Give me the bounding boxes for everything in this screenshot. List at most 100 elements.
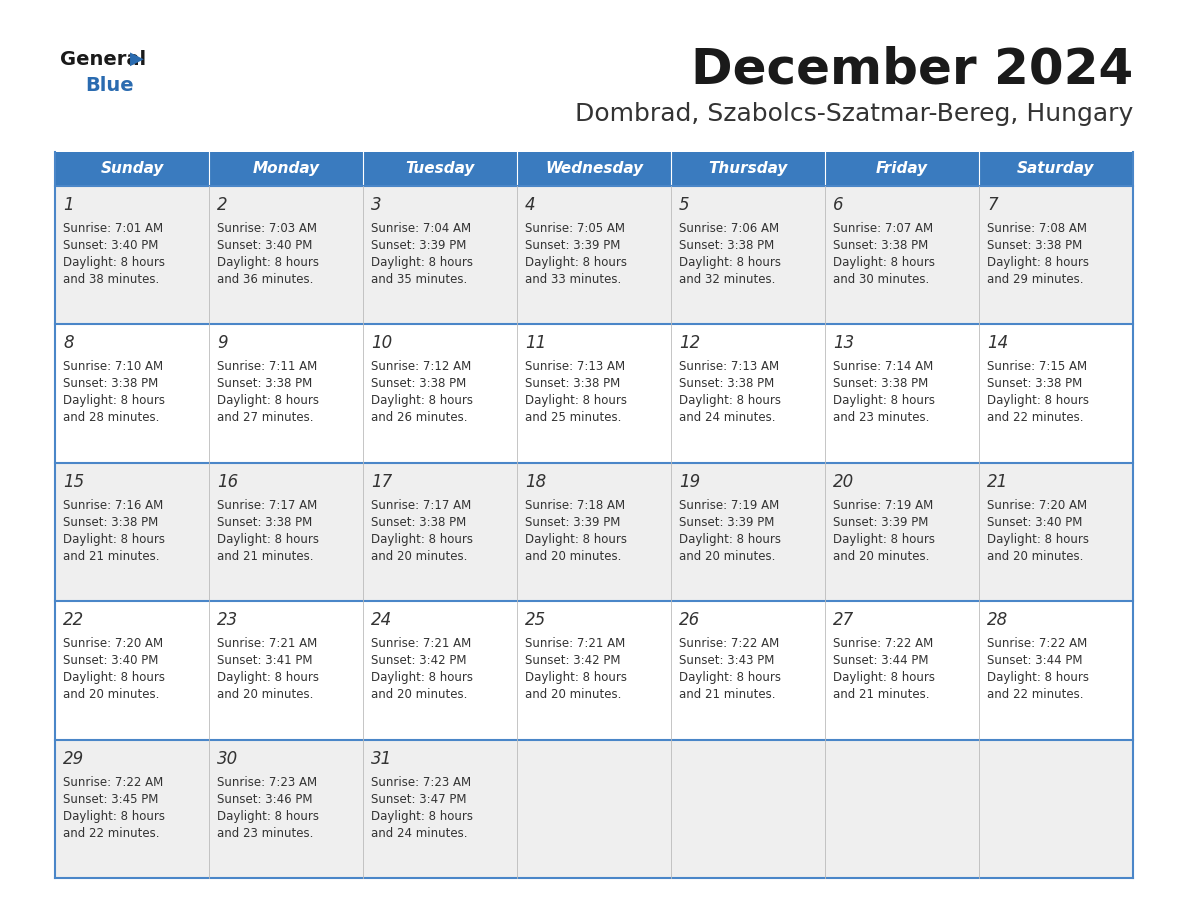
Text: 11: 11 [525,334,546,353]
Text: Daylight: 8 hours: Daylight: 8 hours [371,810,473,823]
Text: and 20 minutes.: and 20 minutes. [217,688,314,701]
Text: and 33 minutes.: and 33 minutes. [525,273,621,286]
Bar [979,152,1133,186]
Text: Daylight: 8 hours: Daylight: 8 hours [217,810,320,823]
Text: Sunset: 3:39 PM: Sunset: 3:39 PM [833,516,928,529]
Text: Sunset: 3:38 PM: Sunset: 3:38 PM [371,377,466,390]
Text: Daylight: 8 hours: Daylight: 8 hours [987,671,1089,684]
Text: Daylight: 8 hours: Daylight: 8 hours [217,532,320,546]
Text: Sunrise: 7:16 AM: Sunrise: 7:16 AM [63,498,163,512]
Text: 5: 5 [680,196,689,214]
Text: and 22 minutes.: and 22 minutes. [987,411,1083,424]
Text: Sunset: 3:42 PM: Sunset: 3:42 PM [371,655,467,667]
Text: Sunset: 3:38 PM: Sunset: 3:38 PM [525,377,620,390]
Text: Sunset: 3:44 PM: Sunset: 3:44 PM [833,655,929,667]
Text: Sunrise: 7:22 AM: Sunrise: 7:22 AM [63,776,163,789]
Text: and 26 minutes.: and 26 minutes. [371,411,468,424]
Text: Sunset: 3:38 PM: Sunset: 3:38 PM [217,377,312,390]
Text: Sunrise: 7:21 AM: Sunrise: 7:21 AM [217,637,317,650]
Text: Sunset: 3:38 PM: Sunset: 3:38 PM [987,239,1082,252]
Text: Daylight: 8 hours: Daylight: 8 hours [987,256,1089,269]
Text: Sunrise: 7:20 AM: Sunrise: 7:20 AM [987,498,1087,512]
Text: 16: 16 [217,473,239,491]
Text: 1: 1 [63,196,74,214]
Text: Sunset: 3:45 PM: Sunset: 3:45 PM [63,792,158,806]
Text: Daylight: 8 hours: Daylight: 8 hours [63,395,165,408]
Text: Daylight: 8 hours: Daylight: 8 hours [833,395,935,408]
Text: and 32 minutes.: and 32 minutes. [680,273,776,286]
Text: Sunrise: 7:17 AM: Sunrise: 7:17 AM [371,498,472,512]
Text: Sunset: 3:39 PM: Sunset: 3:39 PM [371,239,467,252]
Bar [55,186,1133,324]
Text: 7: 7 [987,196,998,214]
Text: and 20 minutes.: and 20 minutes. [987,550,1083,563]
Text: 24: 24 [371,611,392,629]
Text: General: General [61,50,146,69]
Text: 25: 25 [525,611,546,629]
Text: Sunrise: 7:07 AM: Sunrise: 7:07 AM [833,222,933,235]
Text: Sunrise: 7:11 AM: Sunrise: 7:11 AM [217,361,317,374]
Text: Thursday: Thursday [708,162,788,176]
Text: and 28 minutes.: and 28 minutes. [63,411,159,424]
Text: Sunrise: 7:21 AM: Sunrise: 7:21 AM [525,637,625,650]
Text: and 25 minutes.: and 25 minutes. [525,411,621,424]
Text: Sunrise: 7:19 AM: Sunrise: 7:19 AM [680,498,779,512]
Text: 31: 31 [371,750,392,767]
Text: and 20 minutes.: and 20 minutes. [371,550,467,563]
Text: Daylight: 8 hours: Daylight: 8 hours [371,532,473,546]
Text: Sunset: 3:38 PM: Sunset: 3:38 PM [680,377,775,390]
Text: 10: 10 [371,334,392,353]
Bar [671,152,824,186]
Text: Daylight: 8 hours: Daylight: 8 hours [525,532,627,546]
Text: Daylight: 8 hours: Daylight: 8 hours [217,256,320,269]
Text: and 21 minutes.: and 21 minutes. [63,550,159,563]
Text: Sunrise: 7:19 AM: Sunrise: 7:19 AM [833,498,934,512]
Text: Sunset: 3:39 PM: Sunset: 3:39 PM [525,239,620,252]
Text: and 20 minutes.: and 20 minutes. [525,688,621,701]
Text: and 20 minutes.: and 20 minutes. [680,550,776,563]
Text: 30: 30 [217,750,239,767]
Text: 27: 27 [833,611,854,629]
Text: Sunset: 3:38 PM: Sunset: 3:38 PM [833,377,928,390]
Text: Saturday: Saturday [1017,162,1095,176]
Text: Daylight: 8 hours: Daylight: 8 hours [680,395,781,408]
Text: Daylight: 8 hours: Daylight: 8 hours [833,671,935,684]
Text: Daylight: 8 hours: Daylight: 8 hours [680,671,781,684]
Text: and 20 minutes.: and 20 minutes. [371,688,467,701]
Text: 20: 20 [833,473,854,491]
Bar [517,152,671,186]
Text: Sunrise: 7:13 AM: Sunrise: 7:13 AM [525,361,625,374]
Text: 15: 15 [63,473,84,491]
Text: 8: 8 [63,334,74,353]
Text: Daylight: 8 hours: Daylight: 8 hours [680,532,781,546]
Text: Daylight: 8 hours: Daylight: 8 hours [525,395,627,408]
Text: Sunrise: 7:22 AM: Sunrise: 7:22 AM [680,637,779,650]
Text: 3: 3 [371,196,381,214]
Bar [209,152,364,186]
Text: Sunset: 3:39 PM: Sunset: 3:39 PM [680,516,775,529]
Text: and 20 minutes.: and 20 minutes. [525,550,621,563]
Text: Sunset: 3:46 PM: Sunset: 3:46 PM [217,792,312,806]
Bar [55,601,1133,740]
Text: Sunrise: 7:04 AM: Sunrise: 7:04 AM [371,222,472,235]
Text: Daylight: 8 hours: Daylight: 8 hours [371,256,473,269]
Text: and 35 minutes.: and 35 minutes. [371,273,467,286]
Bar [55,740,1133,878]
Text: Sunrise: 7:03 AM: Sunrise: 7:03 AM [217,222,317,235]
Text: 12: 12 [680,334,700,353]
Text: Sunrise: 7:23 AM: Sunrise: 7:23 AM [371,776,472,789]
Bar [55,463,1133,601]
Text: Sunset: 3:38 PM: Sunset: 3:38 PM [63,516,158,529]
Text: and 23 minutes.: and 23 minutes. [217,826,314,840]
Bar [824,152,979,186]
Text: Tuesday: Tuesday [405,162,475,176]
Text: 2: 2 [217,196,228,214]
Text: Sunset: 3:38 PM: Sunset: 3:38 PM [217,516,312,529]
Text: 23: 23 [217,611,239,629]
Text: Friday: Friday [876,162,928,176]
Text: Sunrise: 7:22 AM: Sunrise: 7:22 AM [987,637,1087,650]
Text: 22: 22 [63,611,84,629]
Text: Sunrise: 7:14 AM: Sunrise: 7:14 AM [833,361,934,374]
Text: Sunrise: 7:15 AM: Sunrise: 7:15 AM [987,361,1087,374]
Text: Daylight: 8 hours: Daylight: 8 hours [987,532,1089,546]
